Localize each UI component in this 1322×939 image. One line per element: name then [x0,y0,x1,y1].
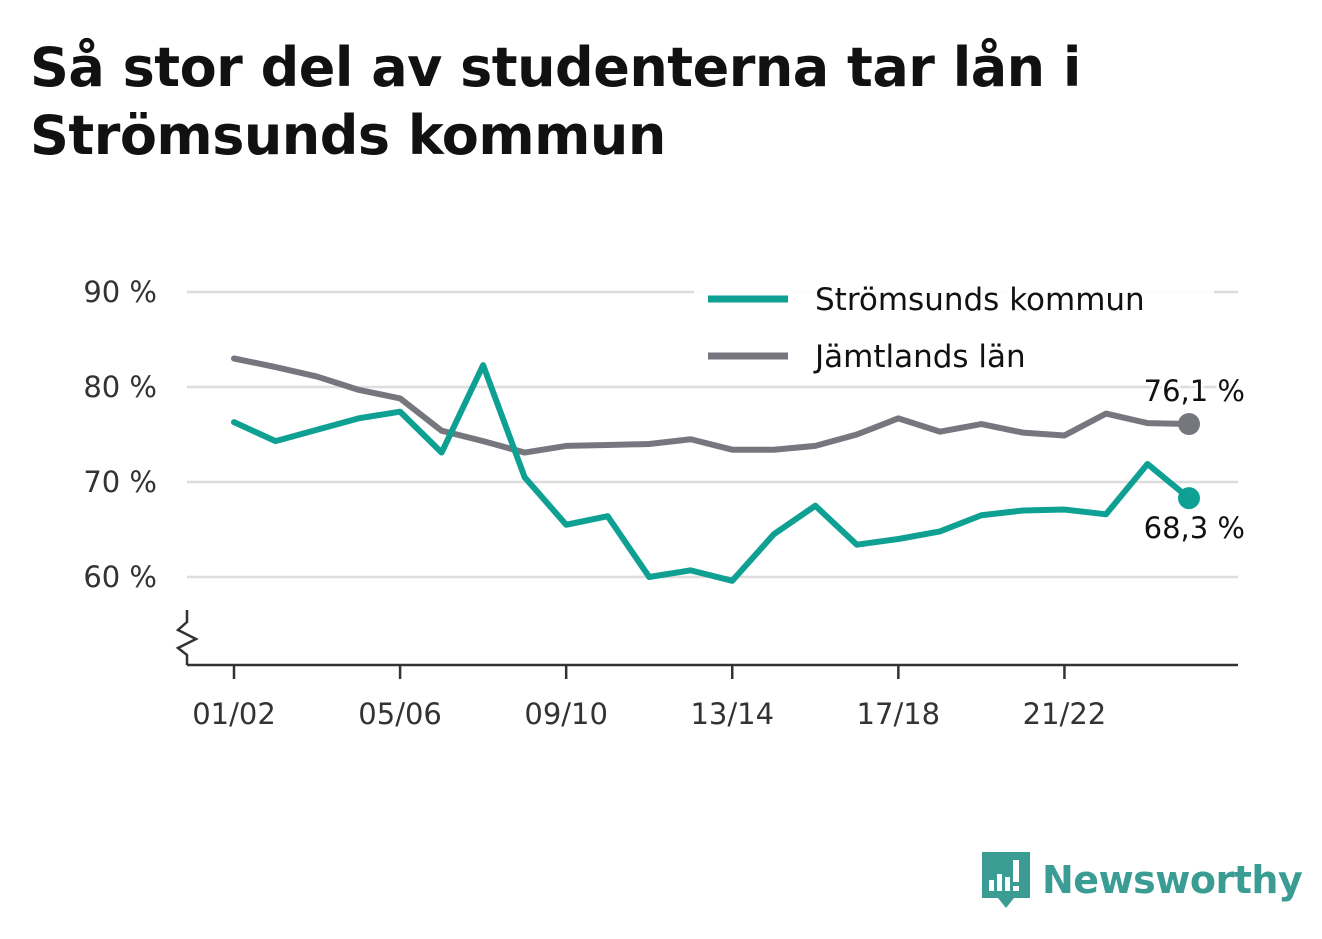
x-tick-label: 13/14 [690,697,774,731]
y-tick-label: 70 % [83,465,157,499]
y-tick-label: 60 % [83,560,157,594]
x-axis [175,610,1238,667]
x-tick-label: 17/18 [857,697,941,731]
end-labels: 76,1 % 68,3 % [1141,371,1248,545]
newsworthy-logo-icon [982,852,1030,908]
axis-break-icon [175,610,199,665]
series-lines [231,355,1200,584]
x-tick-label: 05/06 [358,697,442,731]
legend-background [694,272,1214,384]
x-axis-ticks: 01/02 05/06 09/10 13/14 17/18 21/22 [192,665,1106,731]
x-tick-label: 01/02 [192,697,276,731]
y-tick-label: 90 % [83,275,157,309]
y-axis-ticks: 60 % 70 % 80 % 90 % [83,275,157,594]
legend-entry-label: Strömsunds kommun [815,282,1145,318]
x-tick-label: 09/10 [524,697,608,731]
series-end-point [1178,487,1200,510]
series-line-stromsund [231,362,1192,584]
legend: Strömsunds kommun Jämtlands län [694,272,1214,384]
x-tick-label: 21/22 [1023,697,1107,731]
end-label-stromsund: 68,3 % [1144,511,1245,545]
brand: Newsworthy [980,850,1303,910]
series-line-jamtland [231,355,1192,456]
end-label-jamtland: 76,1 % [1144,374,1245,408]
y-tick-label: 80 % [83,370,157,404]
page-title: Så stor del av studenterna tar lån i Str… [30,36,1081,167]
series-end-point [1178,413,1200,436]
legend-entry-label: Jämtlands län [813,339,1026,375]
brand-name: Newsworthy [1042,858,1303,902]
